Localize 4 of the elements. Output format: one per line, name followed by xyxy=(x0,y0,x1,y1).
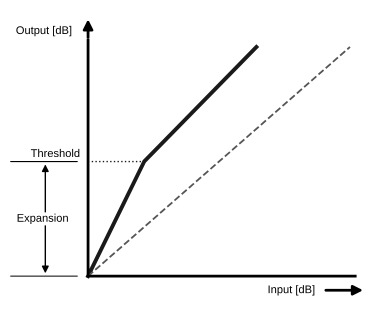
ref-line-label: Threshold xyxy=(30,148,80,158)
text: Expansion xyxy=(18,214,68,224)
y-axis-title: Output [dB] xyxy=(16,26,72,36)
x-axis-title: Input [dB] xyxy=(268,285,314,296)
